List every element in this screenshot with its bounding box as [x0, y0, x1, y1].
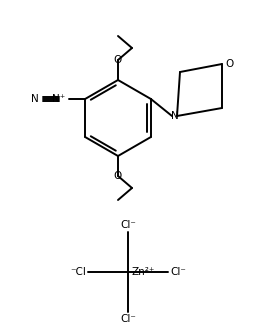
Text: Cl⁻: Cl⁻ [120, 220, 136, 230]
Text: ⁻Cl: ⁻Cl [70, 267, 86, 277]
Text: N⁺: N⁺ [52, 94, 65, 104]
Text: Cl⁻: Cl⁻ [120, 314, 136, 324]
Text: N: N [171, 111, 179, 121]
Text: N: N [31, 94, 39, 104]
Text: O: O [114, 171, 122, 181]
Text: O: O [114, 55, 122, 65]
Text: Zn²⁺: Zn²⁺ [132, 267, 155, 277]
Text: Cl⁻: Cl⁻ [170, 267, 186, 277]
Text: O: O [226, 59, 234, 69]
